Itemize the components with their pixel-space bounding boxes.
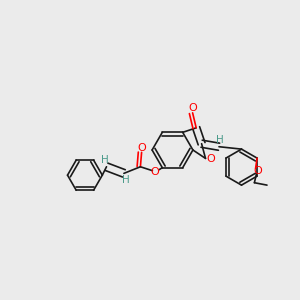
- Text: H: H: [101, 155, 109, 165]
- Text: O: O: [137, 142, 146, 153]
- Text: H: H: [216, 135, 224, 145]
- Text: O: O: [188, 103, 197, 113]
- Text: O: O: [254, 166, 262, 176]
- Text: O: O: [207, 154, 216, 164]
- Text: H: H: [122, 175, 129, 185]
- Text: O: O: [150, 167, 159, 177]
